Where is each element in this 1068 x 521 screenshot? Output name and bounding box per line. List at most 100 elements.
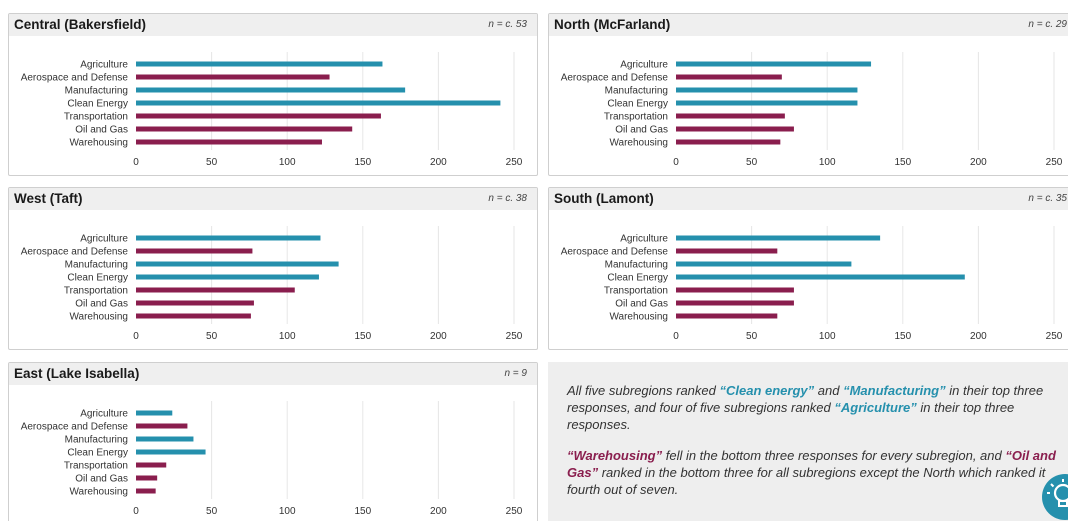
chart-panel-south: South (Lamont) n = c. 35 Agriculture Aero… (548, 187, 1068, 350)
bar-transportation (136, 462, 167, 468)
bar-aerospace-and-defense (136, 423, 188, 429)
highlight-term: “Oil and Gas” (567, 448, 1056, 480)
bar-agriculture (136, 410, 173, 416)
category-label: Aerospace and Defense (21, 247, 129, 258)
note-text: and (814, 383, 844, 398)
bar-manufacturing (136, 87, 406, 93)
chart-panel-north: North (McFarland) n = c. 29 Agriculture A… (548, 13, 1068, 176)
highlight-term: “Agriculture” (834, 400, 917, 415)
x-tick-label: 150 (354, 331, 371, 342)
x-tick-label: 200 (970, 157, 987, 168)
bar-agriculture (136, 61, 383, 67)
bar-agriculture (136, 235, 321, 241)
x-tick-label: 50 (746, 331, 758, 342)
bar-warehousing (676, 313, 778, 319)
bar-manufacturing (136, 261, 339, 267)
category-label: Manufacturing (65, 86, 128, 97)
bar-warehousing (676, 139, 781, 145)
category-label: Agriculture (80, 60, 128, 71)
category-label: Agriculture (80, 409, 128, 420)
x-tick-label: 150 (354, 157, 371, 168)
category-label: Agriculture (620, 60, 668, 71)
category-label: Manufacturing (605, 86, 668, 97)
panel-title: East (Lake Isabella) (14, 366, 140, 381)
panel-title: South (Lamont) (554, 191, 654, 206)
category-label: Manufacturing (65, 435, 128, 446)
lightbulb-icon[interactable] (1042, 474, 1068, 520)
bar-manufacturing (676, 261, 852, 267)
category-label: Transportation (604, 286, 668, 297)
panel-header (549, 188, 1068, 210)
panel-header (9, 14, 537, 36)
category-label: Warehousing (609, 138, 668, 149)
x-tick-label: 200 (430, 331, 447, 342)
category-label: Oil and Gas (615, 299, 668, 310)
bar-manufacturing (136, 436, 194, 442)
bar-oil-and-gas (136, 300, 254, 306)
note-text: in their top three responses, and four o… (567, 383, 1044, 415)
bar-transportation (676, 287, 794, 293)
category-label: Manufacturing (65, 260, 128, 271)
category-label: Clean Energy (67, 99, 128, 110)
category-label: Aerospace and Defense (21, 73, 129, 84)
x-tick-label: 100 (819, 331, 836, 342)
bar-clean-energy (136, 274, 319, 280)
x-tick-label: 150 (354, 506, 371, 517)
x-tick-label: 50 (746, 157, 758, 168)
bar-chart-east: Agriculture Aerospace and Defense Manufact… (21, 401, 523, 517)
panel-sample-size: n = c. 29 (1028, 19, 1067, 30)
x-tick-label: 50 (206, 331, 218, 342)
x-tick-label: 250 (506, 157, 523, 168)
category-label: Transportation (604, 112, 668, 123)
panel-sample-size: n = 9 (504, 368, 527, 379)
panel-sample-size: n = c. 53 (488, 19, 527, 30)
x-tick-label: 250 (506, 506, 523, 517)
bar-warehousing (136, 488, 156, 494)
category-label: Manufacturing (605, 260, 668, 271)
x-tick-label: 100 (279, 506, 296, 517)
bar-chart-central: Agriculture Aerospace and Defense Manufact… (21, 52, 523, 168)
x-tick-label: 200 (430, 506, 447, 517)
x-tick-label: 250 (506, 331, 523, 342)
bar-clean-energy (676, 100, 858, 106)
category-label: Oil and Gas (75, 299, 128, 310)
bar-oil-and-gas (676, 300, 794, 306)
category-label: Aerospace and Defense (561, 73, 669, 84)
highlight-term: “Manufacturing” (843, 383, 946, 398)
bar-chart-south: Agriculture Aerospace and Defense Manufact… (561, 226, 1063, 342)
category-label: Clean Energy (607, 273, 668, 284)
findings-paragraph-1: All five subregions ranked “Clean energy… (567, 382, 1062, 433)
bar-aerospace-and-defense (136, 248, 253, 254)
x-tick-label: 0 (673, 157, 679, 168)
category-label: Transportation (64, 286, 128, 297)
bar-agriculture (676, 61, 872, 67)
panel-sample-size: n = c. 35 (1028, 193, 1067, 204)
x-tick-label: 50 (206, 157, 218, 168)
bar-transportation (136, 113, 381, 119)
panel-title: North (McFarland) (554, 17, 671, 32)
bar-chart-north: Agriculture Aerospace and Defense Manufact… (561, 52, 1063, 168)
category-label: Oil and Gas (75, 474, 128, 485)
x-tick-label: 200 (430, 157, 447, 168)
panel-title: Central (Bakersfield) (14, 17, 147, 32)
bar-warehousing (136, 313, 251, 319)
note-text: fell in the bottom three responses for e… (662, 448, 1006, 463)
bar-manufacturing (676, 87, 858, 93)
category-label: Clean Energy (67, 273, 128, 284)
note-text: in their top three responses. (567, 400, 1015, 432)
x-tick-label: 200 (970, 331, 987, 342)
panel-header (9, 188, 537, 210)
x-tick-label: 100 (279, 331, 296, 342)
category-label: Aerospace and Defense (21, 422, 129, 433)
x-tick-label: 50 (206, 506, 218, 517)
findings-note: All five subregions ranked “Clean energy… (548, 362, 1068, 521)
bar-oil-and-gas (136, 126, 353, 132)
bar-oil-and-gas (136, 475, 158, 481)
bar-agriculture (676, 235, 881, 241)
chart-panel-central: Central (Bakersfield) n = c. 53 Agricult… (8, 13, 538, 176)
highlight-term: “Clean energy” (719, 383, 815, 398)
chart-panel-west: West (Taft) n = c. 38 Agriculture Aerospa… (8, 187, 538, 350)
category-label: Transportation (64, 461, 128, 472)
x-tick-label: 0 (133, 506, 139, 517)
category-label: Warehousing (69, 487, 128, 498)
